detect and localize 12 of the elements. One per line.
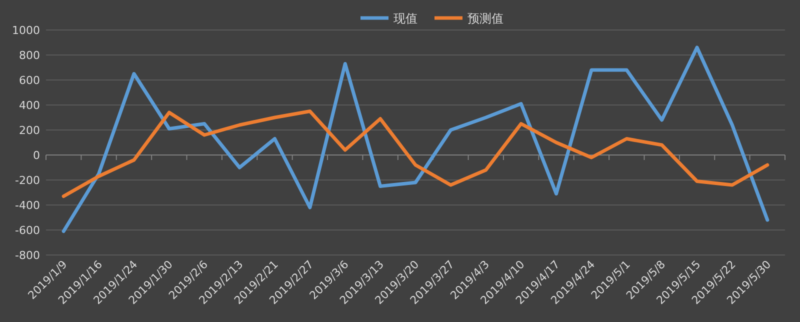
y-tick-label: 800 — [19, 49, 40, 62]
legend-label: 现值 — [394, 12, 418, 26]
y-tick-label: -400 — [15, 199, 40, 212]
y-tick-label: 200 — [19, 124, 40, 137]
y-tick-label: 0 — [33, 149, 40, 162]
y-tick-label: 600 — [19, 74, 40, 87]
y-tick-label: 400 — [19, 99, 40, 112]
y-tick-label: -600 — [15, 224, 40, 237]
legend-label: 预测值 — [468, 12, 504, 26]
y-tick-label: 1000 — [12, 24, 40, 37]
y-tick-label: -200 — [15, 174, 40, 187]
y-tick-label: -800 — [15, 249, 40, 262]
